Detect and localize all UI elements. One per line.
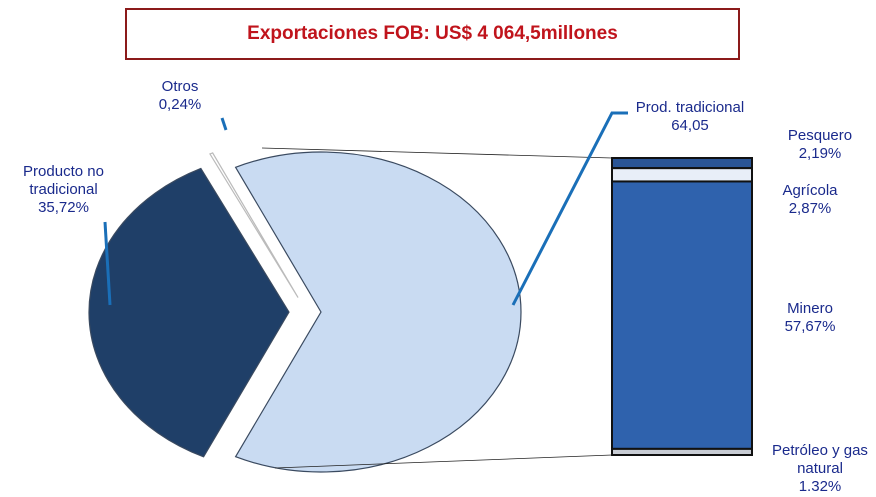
label-value: 2,19% [798,145,842,162]
leader-line [103,221,112,306]
label-name: Agrícola [782,182,838,199]
leader-line [220,117,228,131]
label-value: 64,05 [671,117,709,134]
label: Agrícola 2,87% [760,182,860,218]
label-name: Minero [787,300,833,317]
label-name: Pesquero [787,127,853,144]
label-name: Producto no tradicional [23,163,104,198]
label: Prod. tradicional 64,05 [620,99,760,135]
connector [274,454,613,469]
bar-segment [611,180,753,450]
label: Minero 57,67% [760,300,860,336]
title-box: Exportaciones FOB: US$ 4 064,5millones [125,8,740,60]
pie-slice [88,167,290,458]
label: Otros 0,24% [140,78,220,114]
label: Petróleo y gas natural 1.32% [770,442,870,496]
label-value: 0,24% [158,96,202,113]
pie-slice [234,151,522,473]
bar-segment [611,167,753,183]
label: Producto no tradicional 35,72% [6,163,121,217]
leader-line [511,111,628,306]
label-value: 2,87% [788,200,832,217]
bar-segment [611,447,753,456]
label-name: Prod. tradicional [635,99,745,116]
pie-slice [209,152,299,298]
label: Pesquero 2,19% [770,127,870,163]
bar-segment [611,157,753,170]
label-value: 57,67% [784,318,836,335]
connector [261,147,613,159]
label-value: 1.32% [798,478,842,495]
chart-title: Exportaciones FOB: US$ 4 064,5millones [247,23,618,44]
label-value: 35,72% [38,199,89,216]
label-name: Petróleo y gas natural [772,442,868,477]
label-name: Otros [161,78,199,95]
